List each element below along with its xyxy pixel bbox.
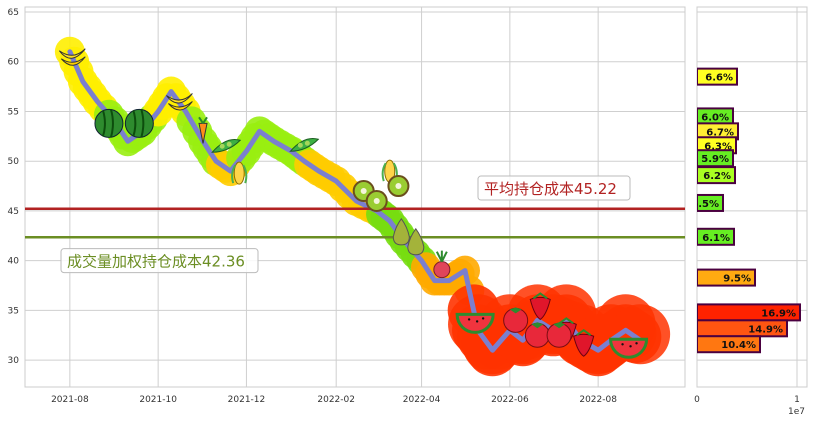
- y-tick-label: 30: [8, 356, 20, 366]
- carrot-icon: [198, 116, 208, 144]
- distribution-bar-label: 5.5%: [691, 199, 719, 210]
- avg-cost-label-box: [477, 175, 631, 201]
- y-tick-label: 65: [8, 8, 19, 18]
- x-tick-label: 2022-02: [317, 395, 355, 405]
- tomato-icon: [524, 322, 550, 348]
- distribution-bar: [697, 67, 738, 86]
- price-series-line: [67, 49, 643, 353]
- annotation-layer: 平均持仓成本45.22 成交量加权持仓成本42.36: [60, 175, 631, 274]
- distribution-bar-label: 6.3%: [704, 141, 732, 152]
- fruit-decoration-layer: [58, 48, 649, 359]
- distribution-bar: [697, 268, 756, 287]
- y-tick-label: 50: [8, 157, 20, 167]
- peas-icon: [211, 139, 242, 153]
- slice-icon: [455, 312, 495, 334]
- watermelon-icon: [124, 108, 154, 138]
- distribution-bar-label: 6.7%: [706, 127, 734, 138]
- side-x-tick-label: 0: [694, 395, 700, 405]
- kiwi-icon: [387, 175, 410, 198]
- pear-icon: [407, 227, 425, 256]
- side-x-tick-label: 1: [794, 395, 800, 405]
- distribution-bar-label: 14.9%: [748, 324, 783, 335]
- strawberry-icon: [529, 292, 551, 321]
- x-tick-label: 2021-12: [228, 395, 266, 405]
- slice-icon: [609, 337, 649, 359]
- kiwi-icon: [365, 189, 388, 212]
- cost-line-layer: [25, 207, 685, 239]
- distribution-bar-label: 6.0%: [701, 112, 729, 123]
- y-tick-label: 40: [8, 257, 20, 267]
- tomato-icon: [503, 307, 529, 333]
- distribution-bar-label: 5.9%: [701, 154, 729, 165]
- x-tick-label: 2022-08: [579, 395, 617, 405]
- distribution-bar-label: 9.5%: [723, 274, 751, 285]
- distribution-bar-label: 16.9%: [761, 308, 796, 319]
- y-tick-label: 45: [8, 207, 19, 217]
- distribution-bar-layer: 6.6% 6.0% 6.7% 6.3% 5.9% 6.2% 5.5% 6.1% 9.5% 16.9…: [691, 67, 801, 354]
- distribution-bar-label: 10.4%: [721, 340, 756, 351]
- distribution-bar: [697, 166, 736, 185]
- banana-icon: [58, 48, 86, 66]
- tomato-icon: [546, 322, 572, 348]
- x-tick-label: 2022-06: [491, 395, 529, 405]
- x-tick-label: 2022-04: [403, 395, 441, 405]
- distribution-bar: [697, 193, 724, 212]
- y-tick-label: 35: [8, 306, 19, 316]
- x-tick-label: 2021-10: [139, 395, 177, 405]
- radish-icon: [433, 250, 451, 279]
- pear-icon: [392, 217, 410, 246]
- peas-icon: [289, 138, 320, 152]
- y-tick-label: 55: [8, 107, 19, 117]
- tick-label-layer: 30 35 40 45 50 55 60 65 2021-08 2021-10 2021-12 202…: [8, 8, 805, 417]
- y-tick-label: 60: [8, 58, 20, 68]
- vwap-cost-label: 成交量加权持仓成本42.36: [67, 253, 245, 271]
- vwap-cost-label-box: [60, 248, 259, 274]
- banana-icon: [166, 93, 193, 111]
- side-scale-label: 1e7: [788, 407, 805, 417]
- corn-icon: [231, 161, 248, 185]
- strawberry-icon: [573, 329, 595, 357]
- corn-icon: [381, 159, 398, 183]
- distribution-bar-label: 6.1%: [702, 233, 730, 244]
- watermelon-icon: [94, 108, 124, 138]
- distribution-bar: [697, 335, 761, 354]
- distribution-bar-label: 6.2%: [703, 171, 731, 182]
- avg-cost-label: 平均持仓成本45.22: [484, 180, 617, 198]
- distribution-bar-label: 6.6%: [705, 73, 733, 84]
- x-tick-label: 2021-08: [51, 395, 89, 405]
- price-line-layer: [67, 49, 643, 353]
- distribution-bar: [697, 227, 735, 246]
